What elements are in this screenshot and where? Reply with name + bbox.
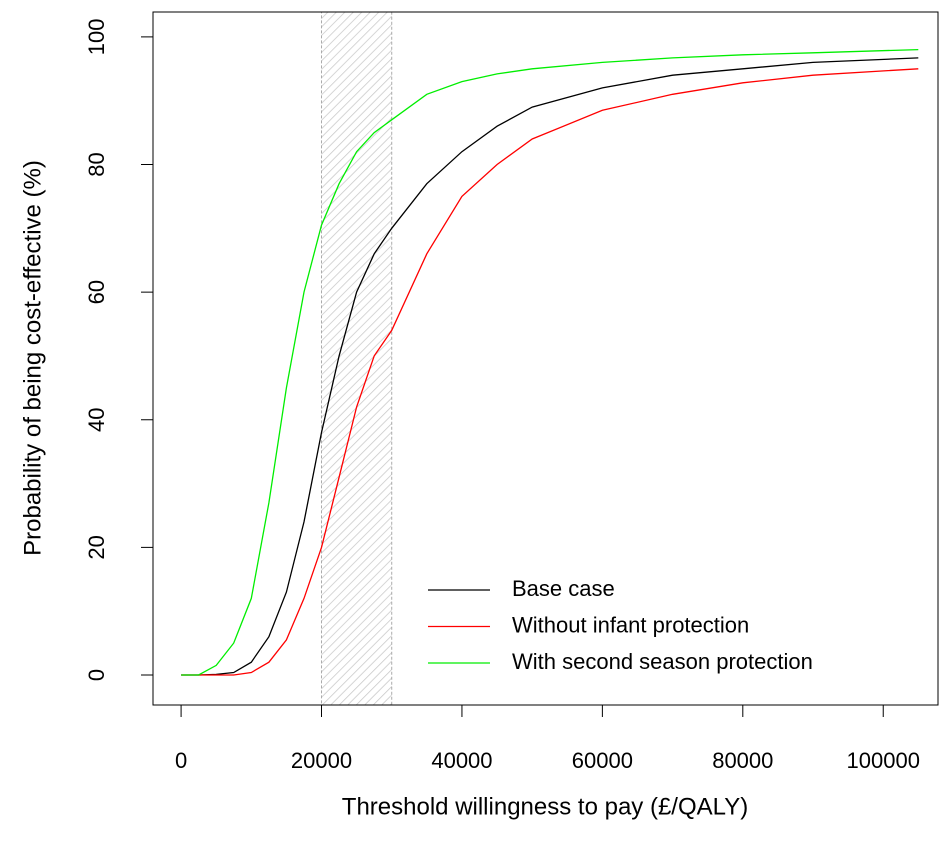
series-line bbox=[181, 57, 919, 676]
y-tick-label: 20 bbox=[84, 535, 109, 559]
y-axis-label: Probability of being cost-effective (%) bbox=[19, 160, 46, 556]
x-tick-label: 20000 bbox=[291, 748, 352, 773]
legend-label: With second season protection bbox=[512, 649, 813, 674]
x-axis-label: Threshold willingness to pay (£/QALY) bbox=[342, 793, 748, 820]
x-tick-label: 60000 bbox=[572, 748, 633, 773]
y-tick-label: 40 bbox=[84, 408, 109, 432]
y-tick-label: 0 bbox=[84, 669, 109, 681]
x-tick-label: 100000 bbox=[847, 748, 920, 773]
y-tick-label: 80 bbox=[84, 152, 109, 176]
x-tick-label: 40000 bbox=[431, 748, 492, 773]
x-tick-label: 80000 bbox=[712, 748, 773, 773]
legend-label: Without infant protection bbox=[512, 612, 749, 637]
y-tick-label: 100 bbox=[84, 19, 109, 56]
x-tick-label: 0 bbox=[175, 748, 187, 773]
y-tick-label: 60 bbox=[84, 280, 109, 304]
series-line bbox=[181, 48, 919, 676]
shaded-region bbox=[321, 11, 393, 706]
series-line bbox=[181, 68, 919, 676]
legend-label: Base case bbox=[512, 576, 615, 601]
plot-frame bbox=[152, 11, 939, 706]
